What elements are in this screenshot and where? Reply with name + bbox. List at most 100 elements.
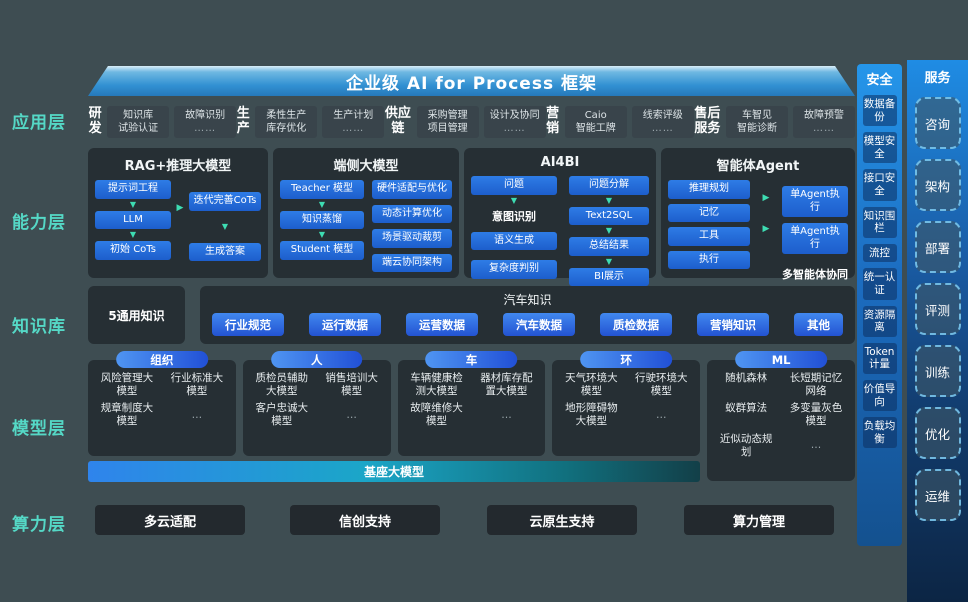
model-item: 客户忠诚大模型 — [255, 402, 308, 428]
flow-node: Teacher 模型 — [280, 180, 364, 199]
app-group-marketing: 营销 Caio 智能工牌 线索评级 …… — [546, 106, 694, 138]
model-item: 蚁群算法 — [725, 402, 768, 415]
model-group-vehicle: 车 车辆健康检测大模型 器材库存配置大模型 故障维修大模型 … — [397, 351, 546, 456]
service-title: 服务 — [924, 71, 951, 86]
compute-label: 算力管理 — [732, 514, 785, 530]
app-item-more: …… — [194, 123, 217, 134]
arrow-down-icon: ▼ — [318, 230, 326, 239]
app-item: 设计及协同 — [489, 110, 540, 121]
layer-label-capability: 能力层 — [12, 213, 66, 233]
app-group-rd: 研发 知识库 试验认证 故障识别 …… — [88, 106, 237, 138]
app-item-box: 采购管理 项目管理 — [416, 106, 479, 138]
app-group-label: 研发 — [88, 106, 102, 136]
arrow-down-icon: ▼ — [510, 195, 518, 205]
flow-node: 动态计算优化 — [372, 204, 452, 223]
security-item: 价值导向 — [862, 379, 897, 412]
compute-box-multicloud: 多云适配 — [95, 505, 245, 535]
flow-node: 问题分解 — [569, 176, 649, 195]
knowledge-pill: 其他 — [794, 313, 843, 336]
model-item: 故障维修大模型 — [410, 402, 463, 428]
cap-panel-agent: 智能体Agent 推理规划 记忆 工具 执行 ▶ ▶ 单Agent执行 单Age — [661, 148, 855, 281]
layer-label-application: 应用层 — [12, 113, 66, 133]
flow-node: 复杂度判别 — [471, 260, 557, 279]
compute-label: 信创支持 — [338, 514, 391, 530]
flow-node: 提示词工程 — [95, 180, 171, 199]
model-group-tag: 环 — [580, 351, 673, 368]
model-item: 销售培训大模型 — [325, 372, 378, 398]
app-item-box: 知识库 试验认证 — [107, 106, 170, 138]
knowledge-pill: 运营数据 — [406, 313, 478, 336]
model-group-environment: 环 天气环境大模型 行驶环境大模型 地形障碍物大模型 … — [552, 351, 701, 456]
app-item: 知识库 — [123, 110, 154, 121]
app-item: 线索评级 — [642, 110, 683, 121]
cap-panel-title: RAG+推理大模型 — [124, 159, 232, 174]
cap-panel-rag: RAG+推理大模型 提示词工程 ▼ LLM ▼ 初始 CoTs ▶ 迭代完善Co… — [88, 148, 268, 278]
flow-node: Text2SQL — [569, 206, 649, 225]
app-item: 车智见 — [742, 110, 773, 121]
general-knowledge-panel: 5通用知识 — [88, 286, 185, 344]
app-item-box: 生产计划 …… — [322, 106, 385, 138]
app-item: 智能工牌 — [575, 123, 616, 134]
service-item: 优化 — [914, 407, 961, 459]
model-item: 质检员辅助大模型 — [255, 372, 308, 398]
model-item: 器材库存配置大模型 — [480, 372, 533, 398]
cap-panel-edge-model: 端侧大模型 Teacher 模型 ▼ 知识蒸馏 ▼ Student 模型 硬件适… — [273, 148, 459, 278]
cap-panel-title: 端侧大模型 — [333, 159, 399, 174]
app-item-more: …… — [813, 123, 836, 134]
cap-panel-title: AI4BI — [540, 155, 580, 170]
security-column: 安全 数据备份 模型安全 接口安全 知识围栏 流控 统一认证 资源隔离 Toke… — [857, 64, 902, 546]
service-item: 运维 — [914, 469, 961, 521]
framework-banner: 企业级 AI for Process 框架 — [88, 66, 855, 96]
app-item: 采购管理 — [427, 110, 468, 121]
service-column: 服务 咨询 架构 部署 评测 训练 优化 运维 — [907, 60, 968, 602]
model-item: 随机森林 — [725, 372, 768, 384]
app-group-label: 营销 — [546, 106, 560, 136]
banner-title: 企业级 AI for Process 框架 — [346, 73, 597, 94]
cap-panel-ai4bi: AI4BI 问题 ▼ 意图识别 语义生成 复杂度判别 问题分解 ▼ Text2S… — [464, 148, 656, 286]
app-item: Caio — [584, 110, 607, 121]
model-item: 天气环境大模型 — [565, 372, 618, 398]
security-item: 接口安全 — [862, 169, 897, 201]
knowledge-pill: 汽车数据 — [503, 313, 575, 336]
knowledge-pill: 质检数据 — [600, 313, 672, 336]
security-item: 负载均衡 — [862, 417, 897, 449]
model-group-tag: 车 — [425, 351, 518, 368]
knowledge-pill: 行业规范 — [212, 313, 284, 336]
app-item: 库存优化 — [266, 123, 307, 134]
service-item: 训练 — [914, 345, 961, 397]
app-item-box: 设计及协同 …… — [483, 106, 546, 138]
flow-node: LLM — [95, 210, 171, 229]
app-group-label: 售后服务 — [694, 106, 721, 136]
security-title: 安全 — [866, 73, 893, 88]
app-group-after-sales: 售后服务 车智见 智能诊断 故障预警 …… — [694, 106, 856, 138]
arrow-down-icon: ▼ — [605, 256, 613, 266]
app-item-more: …… — [651, 123, 674, 134]
compute-box-xinchuang: 信创支持 — [290, 505, 440, 535]
app-item-box: 车智见 智能诊断 — [726, 106, 789, 138]
model-item-more: … — [346, 408, 357, 421]
auto-knowledge-panel: 汽车知识 行业规范 运行数据 运营数据 汽车数据 质检数据 营销知识 其他 — [200, 286, 855, 344]
flow-node: 执行 — [668, 250, 750, 269]
flow-node: Student 模型 — [280, 241, 364, 260]
compute-label: 云原生支持 — [529, 514, 595, 530]
model-item-more: … — [810, 439, 822, 452]
service-item: 评测 — [914, 283, 961, 335]
security-item: 资源隔离 — [862, 305, 897, 337]
knowledge-pill: 运行数据 — [309, 313, 381, 336]
app-item-box: Caio 智能工牌 — [564, 106, 627, 138]
auto-knowledge-title: 汽车知识 — [503, 293, 552, 307]
app-item: 故障预警 — [804, 110, 845, 121]
knowledge-pill: 营销知识 — [697, 313, 769, 336]
app-item: 生产计划 — [333, 110, 374, 121]
app-item-more: …… — [342, 123, 365, 134]
model-item: 风险管理大模型 — [100, 372, 154, 398]
flow-node: 硬件适配与优化 — [372, 180, 452, 199]
arrow-down-icon: ▼ — [318, 199, 326, 209]
model-group-tag: 组织 — [116, 351, 208, 368]
compute-box-cloudnative: 云原生支持 — [487, 505, 637, 535]
service-item: 架构 — [914, 159, 961, 211]
flow-node: 推理规划 — [668, 180, 750, 199]
model-group-tag: 人 — [270, 351, 363, 368]
flow-node: 端云协同架构 — [372, 253, 452, 272]
